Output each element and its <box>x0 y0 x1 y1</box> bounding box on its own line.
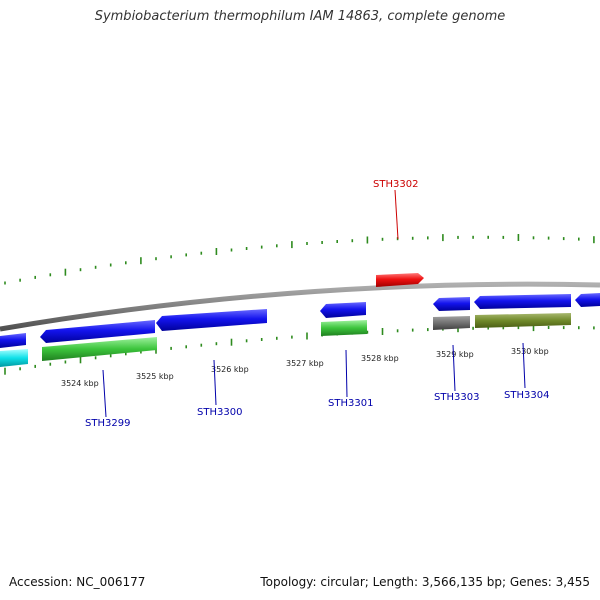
accession-text: Accession: NC_006177 <box>9 575 146 589</box>
gene-STH3300-arrow[interactable] <box>156 309 267 331</box>
feature-green-1[interactable] <box>42 337 157 361</box>
leader-line-STH3303 <box>452 344 456 392</box>
kbp-label: 3527 kbp <box>286 359 324 368</box>
leader-line-STH3304 <box>522 342 526 389</box>
upper-tick-track <box>4 234 595 285</box>
gene-label-STH3299[interactable]: STH3299 <box>85 418 130 429</box>
leader-line-STH3301 <box>345 349 348 398</box>
topology-summary: Topology: circular; Length: 3,566,135 bp… <box>260 575 590 589</box>
leader-line-STH3299 <box>102 369 107 418</box>
gene-label-STH3300[interactable]: STH3300 <box>197 407 242 418</box>
gene-STH3303-arrow[interactable] <box>433 297 470 311</box>
gene-STH3305-arrow[interactable] <box>575 293 600 307</box>
kbp-label: 3530 kbp <box>511 347 549 356</box>
feature-olive[interactable] <box>475 313 571 328</box>
feature-gray[interactable] <box>433 316 470 330</box>
gene-STH3304-arrow[interactable] <box>474 294 571 309</box>
gene-label-STH3304[interactable]: STH3304 <box>504 390 549 401</box>
feature-green-2[interactable] <box>321 320 367 336</box>
gene-label-STH3301[interactable]: STH3301 <box>328 398 373 409</box>
kbp-label: 3525 kbp <box>136 372 174 381</box>
gene-STH3299-arrow[interactable] <box>40 320 155 343</box>
leader-line-STH3302 <box>394 189 399 240</box>
gene-STH3298-arrow[interactable] <box>0 333 26 348</box>
kbp-label: 3528 kbp <box>361 354 399 363</box>
feature-cyan[interactable] <box>0 349 28 367</box>
gene-STH3301-arrow[interactable] <box>320 302 366 318</box>
kbp-label: 3524 kbp <box>61 379 99 388</box>
leader-line-STH3300 <box>213 359 217 406</box>
genome-backbone <box>0 281 600 332</box>
gene-label-STH3303[interactable]: STH3303 <box>434 392 479 403</box>
kbp-label: 3529 kbp <box>436 350 474 359</box>
gene-STH3302-arrow[interactable] <box>376 273 424 287</box>
genome-title: Symbiobacterium thermophilum IAM 14863, … <box>94 9 506 24</box>
gene-label-STH3302[interactable]: STH3302 <box>373 179 418 190</box>
kbp-label: 3526 kbp <box>211 365 249 374</box>
